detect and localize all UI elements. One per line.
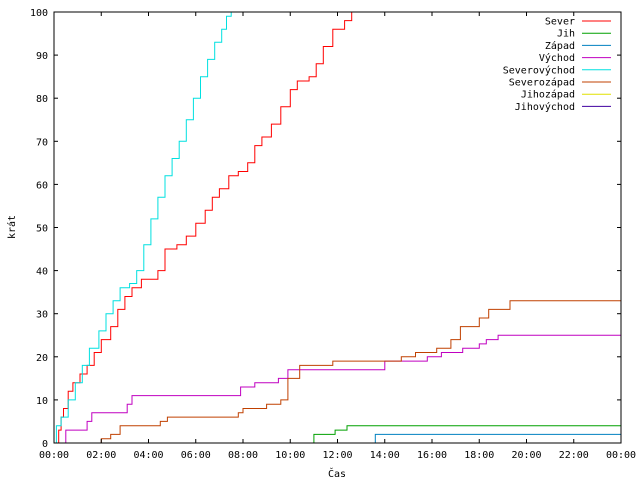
legend-label: Západ bbox=[545, 40, 575, 52]
y-tick-label: 80 bbox=[36, 94, 48, 105]
y-tick-label: 100 bbox=[30, 8, 48, 19]
x-tick-label: 06:00 bbox=[181, 450, 211, 461]
y-tick-label: 20 bbox=[36, 353, 48, 364]
legend-label: Severovýchod bbox=[503, 64, 575, 76]
x-tick-label: 18:00 bbox=[464, 450, 494, 461]
x-tick-label: 22:00 bbox=[559, 450, 589, 461]
legend-label: Sever bbox=[545, 17, 575, 28]
legend-label: Jihovýchod bbox=[515, 101, 575, 113]
x-tick-label: 12:00 bbox=[322, 450, 352, 461]
x-tick-label: 00:00 bbox=[39, 450, 69, 461]
y-tick-label: 60 bbox=[36, 180, 48, 191]
x-axis-label: Čas bbox=[328, 467, 346, 480]
x-tick-label: 00:00 bbox=[606, 450, 636, 461]
x-tick-label: 10:00 bbox=[275, 450, 305, 461]
y-tick-label: 0 bbox=[42, 439, 48, 450]
legend-label: Jihozápad bbox=[521, 89, 575, 101]
series-line-jih bbox=[311, 425, 621, 444]
legend: SeverJihZápadVýchodSeverovýchodSeverozáp… bbox=[503, 17, 611, 113]
x-tick-label: 14:00 bbox=[370, 450, 400, 461]
legend-label: Severozápad bbox=[509, 77, 575, 89]
y-tick-label: 70 bbox=[36, 137, 48, 148]
y-tick-label: 30 bbox=[36, 310, 48, 321]
series-line-severozápad bbox=[98, 300, 621, 444]
y-tick-label: 50 bbox=[36, 224, 48, 235]
x-tick-label: 02:00 bbox=[86, 450, 116, 461]
series-line-severovýchod bbox=[54, 12, 232, 444]
axis-ticks: 0 10 20 30 40 50 60 70 80 90 100 00:00 02:00 04:00 06:… bbox=[30, 8, 636, 461]
y-tick-label: 40 bbox=[36, 267, 48, 278]
x-tick-label: 16:00 bbox=[417, 450, 447, 461]
y-tick-label: 10 bbox=[36, 396, 48, 407]
legend-label: Východ bbox=[539, 52, 575, 64]
legend-label: Jih bbox=[557, 29, 575, 40]
y-axis-label: krát bbox=[6, 215, 18, 239]
y-tick-label: 90 bbox=[36, 51, 48, 62]
series-line-východ bbox=[54, 334, 621, 444]
x-tick-label: 08:00 bbox=[228, 450, 258, 461]
x-tick-label: 04:00 bbox=[133, 450, 163, 461]
x-tick-label: 20:00 bbox=[511, 450, 541, 461]
